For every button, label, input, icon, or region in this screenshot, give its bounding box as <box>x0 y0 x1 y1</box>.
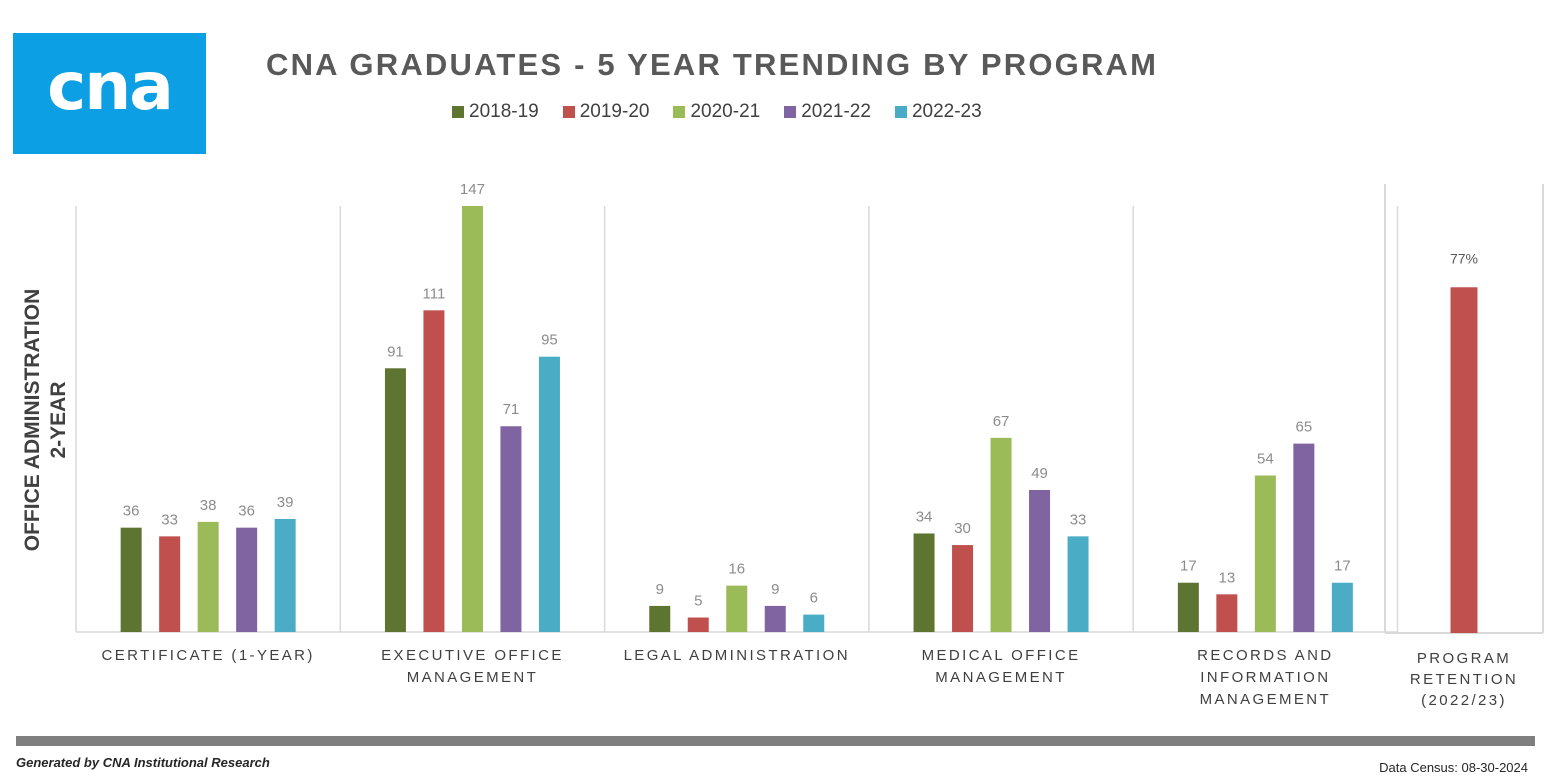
data-label: 30 <box>954 520 971 537</box>
legend-item: 2019-20 <box>562 101 650 123</box>
bar <box>159 536 181 632</box>
legend-item: 2022-23 <box>894 101 982 123</box>
data-label: 5 <box>694 593 702 610</box>
bar-chart: 36 33 38 36 39 CERTIFICATE (1-YEAR) 91 111 147 71… <box>75 181 1544 709</box>
footer-divider <box>16 736 1535 746</box>
bar <box>120 527 142 632</box>
legend-label: 2021-22 <box>801 101 871 122</box>
legend: 2018-19 2019-20 2020-21 2021-22 2022-23 <box>452 100 1006 124</box>
data-census-date: Data Census: 08-30-2024 <box>1379 760 1528 775</box>
legend-label: 2019-20 <box>579 101 650 122</box>
legend-label: 2020-21 <box>690 101 761 122</box>
data-label: 36 <box>238 503 255 520</box>
data-label: 6 <box>810 590 818 607</box>
bar <box>236 527 258 632</box>
bar <box>913 533 935 632</box>
x-tick-label: LEGAL ADMINISTRATION <box>624 647 850 664</box>
x-tick-label: MANAGEMENT <box>407 669 539 686</box>
bar <box>687 617 709 632</box>
legend-label: 2018-19 <box>469 101 539 122</box>
data-label: 71 <box>503 401 520 418</box>
bar <box>990 437 1012 632</box>
bar <box>1331 582 1353 632</box>
x-tick-label: CERTIFICATE (1-YEAR) <box>102 647 315 664</box>
bar <box>726 585 748 632</box>
x-tick-label: RECORDS AND <box>1197 647 1333 664</box>
legend-item: 2020-21 <box>673 101 760 123</box>
data-label: 67 <box>993 413 1010 430</box>
legend-swatch <box>673 106 686 118</box>
retention-category-label: (2022/23) <box>1421 692 1507 709</box>
data-label: 38 <box>200 497 217 514</box>
data-label: 95 <box>541 332 558 349</box>
legend-swatch <box>894 106 907 118</box>
bar <box>274 518 296 632</box>
data-label: 33 <box>1070 511 1087 528</box>
x-tick-label: MEDICAL OFFICE <box>922 647 1081 664</box>
bar <box>952 545 974 632</box>
bar <box>423 310 445 632</box>
data-label: 17 <box>1180 558 1197 575</box>
bar <box>384 368 406 632</box>
retention-value-label: 77% <box>1450 250 1478 266</box>
data-label: 33 <box>161 511 178 528</box>
legend-swatch <box>562 106 575 118</box>
retention-category-label: RETENTION <box>1410 671 1518 688</box>
bar <box>649 605 671 632</box>
bar <box>1254 475 1276 632</box>
data-label: 39 <box>277 494 294 511</box>
bar <box>461 206 483 632</box>
x-tick-label: EXECUTIVE OFFICE <box>381 647 564 664</box>
x-tick-label: MANAGEMENT <box>935 669 1067 686</box>
retention-bar <box>1450 287 1478 633</box>
legend-item: 2021-22 <box>784 101 871 123</box>
legend-label: 2022-23 <box>911 101 982 122</box>
legend-swatch <box>784 106 797 118</box>
logo-text: cna <box>47 48 174 125</box>
bar <box>538 356 560 632</box>
retention-category-label: PROGRAM <box>1417 650 1511 667</box>
data-label: 147 <box>460 181 485 198</box>
x-tick-label: MANAGEMENT <box>1200 691 1332 708</box>
data-label: 17 <box>1334 558 1351 575</box>
data-label: 36 <box>123 503 140 520</box>
bar <box>1216 594 1238 632</box>
bar <box>500 426 522 632</box>
bar <box>1067 536 1089 632</box>
data-label: 111 <box>423 285 446 302</box>
data-label: 9 <box>771 581 779 598</box>
data-label: 49 <box>1031 465 1048 482</box>
data-label: 13 <box>1219 569 1236 586</box>
cna-logo: cna <box>13 33 206 154</box>
data-label: 54 <box>1257 451 1274 468</box>
data-label: 9 <box>656 581 664 598</box>
legend-item: 2018-19 <box>452 101 539 123</box>
chart-title: CNA GRADUATES - 5 YEAR TRENDING BY PROGR… <box>266 47 1159 82</box>
x-tick-label: INFORMATION <box>1200 669 1330 686</box>
footer-credit: Generated by CNA Institutional Research <box>16 755 270 770</box>
bar <box>197 521 219 632</box>
bar <box>764 605 786 632</box>
bar <box>1177 582 1199 632</box>
bar <box>1029 490 1051 632</box>
data-label: 34 <box>916 508 933 525</box>
bar <box>1293 443 1315 632</box>
legend-swatch <box>452 106 464 118</box>
data-label: 91 <box>387 343 404 360</box>
data-label: 16 <box>728 561 745 578</box>
data-label: 65 <box>1296 419 1313 436</box>
bar <box>803 614 825 632</box>
